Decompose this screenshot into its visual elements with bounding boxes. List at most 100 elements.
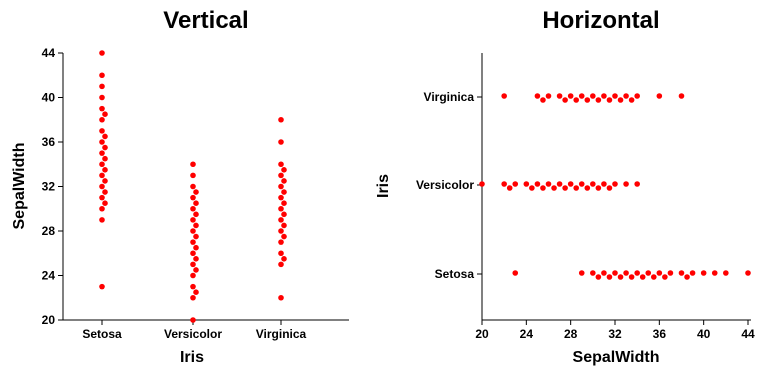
horizontal-point-setosa [578,270,585,276]
horizontal-point-setosa [628,274,635,280]
horizontal-point-versicolor [584,185,591,191]
horizontal-x-tick-label: 40 [697,327,711,341]
vertical-point-setosa [99,83,105,90]
horizontal-point-setosa [656,270,663,276]
vertical-point-virginica [281,189,287,195]
horizontal-point-setosa [684,274,690,280]
horizontal-point-setosa [662,274,668,280]
vertical-point-setosa [99,72,105,79]
horizontal-point-setosa [606,274,613,280]
vertical-y-tick-label: 28 [42,224,56,238]
vertical-point-versicolor [190,272,196,279]
horizontal-point-virginica [617,97,624,103]
horizontal-x-tick-label: 24 [520,327,534,341]
vertical-point-versicolor [193,267,199,273]
vertical-point-setosa [99,283,105,290]
vertical-x-axis-label: Iris [180,349,204,366]
vertical-point-versicolor [193,289,199,295]
vertical-point-virginica [278,172,284,179]
horizontal-y-tick-label-setosa: Setosa [435,267,475,281]
vertical-y-tick-label: 24 [42,269,56,283]
horizontal-point-setosa [745,270,751,276]
horizontal-point-virginica [606,97,613,103]
vertical-point-virginica [278,294,284,301]
horizontal-point-virginica [567,93,574,99]
horizontal-point-versicolor [601,181,607,187]
horizontal-x-tick-label: 32 [608,327,622,341]
vertical-point-versicolor [190,261,196,268]
vertical-point-versicolor [190,250,196,257]
horizontal-point-versicolor [595,185,602,191]
vertical-point-virginica [281,200,287,206]
vertical-point-setosa [102,178,108,184]
horizontal-point-versicolor [612,181,618,187]
horizontal-point-versicolor [529,185,535,191]
horizontal-point-setosa [678,270,685,276]
vertical-y-axis-label: SepalWidth [11,143,28,230]
horizontal-point-setosa [612,270,618,276]
horizontal-point-setosa [623,270,629,276]
horizontal-point-setosa [601,270,607,276]
horizontal-point-virginica [562,97,568,103]
vertical-point-virginica [278,217,284,223]
horizontal-point-setosa [700,270,707,276]
vertical-point-virginica [278,261,284,268]
vertical-point-versicolor [193,189,199,195]
vertical-point-setosa [99,150,105,156]
horizontal-point-virginica [590,93,596,99]
horizontal-point-virginica [678,93,685,99]
horizontal-point-virginica [573,97,580,103]
vertical-point-virginica [278,205,284,212]
vertical-point-versicolor [190,205,196,212]
vertical-x-tick-label-virginica: Virginica [256,327,307,341]
vertical-point-versicolor [193,222,199,229]
vertical-point-versicolor [193,211,199,218]
horizontal-point-virginica [501,93,507,99]
horizontal-point-setosa [667,270,674,276]
vertical-y-ticks: 20 24 28 32 36 40 44 [42,46,63,327]
vertical-point-setosa [102,111,108,117]
vertical-point-versicolor [190,183,196,190]
vertical-x-ticks: Setosa Versicolor Virginica [82,320,307,341]
horizontal-y-tick-label-virginica: Virginica [424,90,475,104]
vertical-point-versicolor [190,239,196,245]
horizontal-chart-title: Horizontal [542,7,659,34]
horizontal-point-setosa [590,270,596,276]
vertical-point-versicolor [190,194,196,201]
horizontal-point-versicolor [534,181,541,187]
vertical-point-virginica [281,256,287,262]
vertical-y-tick-label: 40 [42,91,56,105]
horizontal-point-versicolor [523,181,530,187]
horizontal-point-setosa [689,270,696,276]
horizontal-point-setosa [650,274,657,280]
vertical-y-tick-label: 20 [42,313,56,327]
vertical-point-setosa [99,94,105,101]
vertical-x-tick-label-versicolor: Versicolor [164,327,222,341]
vertical-point-versicolor [190,161,196,168]
horizontal-point-virginica [556,93,563,99]
vertical-point-virginica [281,211,287,218]
vertical-point-setosa [102,167,108,173]
horizontal-point-versicolor [545,181,552,187]
horizontal-x-ticks: 20 24 28 32 36 40 44 [475,320,755,341]
vertical-points [99,50,287,323]
horizontal-x-tick-label: 44 [741,327,755,341]
vertical-point-versicolor [193,200,199,206]
vertical-point-setosa [99,217,105,223]
horizontal-point-virginica [584,97,591,103]
vertical-point-virginica [278,161,284,168]
horizontal-point-setosa [595,274,602,280]
vertical-point-virginica [278,183,284,190]
vertical-y-tick-label: 36 [42,135,56,149]
horizontal-point-virginica [623,93,629,99]
horizontal-point-setosa [639,274,646,280]
vertical-point-virginica [278,139,284,145]
horizontal-point-versicolor [623,181,629,187]
horizontal-point-virginica [612,93,618,99]
vertical-point-versicolor [190,217,196,223]
horizontal-point-virginica [540,97,546,103]
vertical-point-setosa [102,155,108,162]
horizontal-point-versicolor [540,185,546,191]
horizontal-point-versicolor [567,181,574,187]
